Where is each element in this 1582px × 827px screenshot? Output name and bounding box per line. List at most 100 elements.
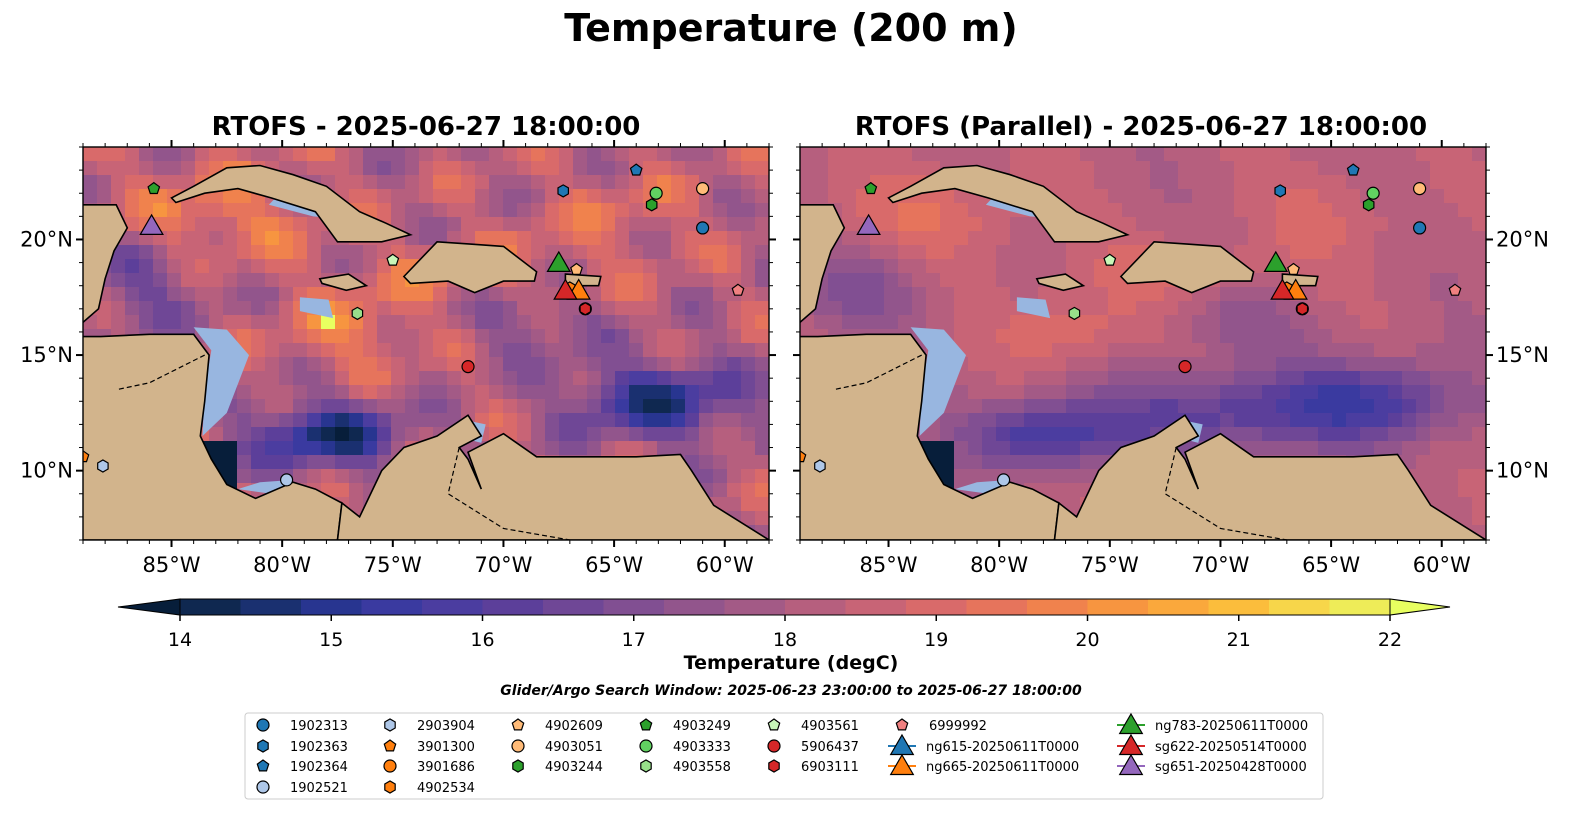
observation-marker-4903333[interactable] — [649, 186, 663, 200]
observation-marker-1902363[interactable] — [557, 184, 570, 198]
map-plot-area — [77, 147, 769, 540]
legend-marker-4902609[interactable] — [511, 718, 525, 731]
observation-marker-4903051[interactable] — [696, 182, 710, 196]
observation-marker-3901300[interactable] — [794, 450, 807, 463]
figure-title: Temperature (200 m) — [564, 6, 1018, 50]
observation-marker-4902609[interactable] — [570, 262, 583, 275]
legend-marker-4903333[interactable] — [639, 739, 653, 753]
observation-marker-2903904[interactable] — [814, 459, 826, 473]
legend-label: 4902534 — [417, 781, 475, 796]
lon-tick-label: 85°W — [860, 553, 918, 577]
legend-label: sg622-20250514T0000 — [1155, 740, 1307, 755]
continental-shelf — [954, 479, 1011, 494]
legend-label: 4902609 — [545, 719, 603, 734]
land-mass — [336, 414, 769, 540]
observation-marker-1902364[interactable] — [629, 163, 643, 176]
observation-marker-4903561[interactable] — [1103, 253, 1117, 266]
colorbar-segment — [301, 599, 362, 615]
continental-shelf — [1016, 297, 1051, 319]
colorbar: 14 15 16 17 18 19 20 21 22 — [117, 598, 1451, 651]
legend-marker-1902313[interactable] — [256, 718, 270, 732]
colorbar-segment — [543, 599, 604, 615]
legend-marker-4903244[interactable] — [512, 759, 524, 773]
colorbar-tick-label: 14 — [168, 629, 192, 651]
legend-marker-1902521[interactable] — [256, 780, 270, 794]
observation-marker-4903561[interactable] — [386, 253, 400, 266]
lon-tick-label: 65°W — [585, 553, 643, 577]
colorbar-segment — [1329, 599, 1391, 615]
legend-marker-3901300[interactable] — [383, 739, 397, 752]
legend-frame — [244, 712, 1324, 800]
legend-marker-4903558[interactable] — [640, 759, 652, 773]
observation-marker-6999992[interactable] — [731, 283, 745, 296]
legend-marker-2903904[interactable] — [384, 718, 396, 732]
observation-marker-4903249[interactable] — [147, 181, 161, 195]
observation-marker-1902313[interactable] — [696, 221, 710, 235]
land-mass — [1119, 240, 1255, 294]
legend-marker-5906437[interactable] — [767, 739, 781, 753]
colorbar-segment — [603, 599, 665, 615]
observation-marker-6903111[interactable] — [1296, 302, 1309, 316]
observation-marker-4902609[interactable] — [1287, 262, 1300, 275]
legend-marker-ng665-20250611T0000[interactable] — [889, 753, 915, 776]
observation-marker-6999992[interactable] — [1448, 283, 1462, 296]
legend-label: 5906437 — [801, 740, 859, 755]
legend-marker-6999992[interactable] — [895, 718, 909, 731]
observation-marker-1902521[interactable] — [279, 473, 294, 487]
lon-tick-label: 85°W — [143, 553, 201, 577]
legend-label: 4903561 — [801, 719, 859, 734]
observation-marker-sg622-20250514T0000[interactable] — [553, 278, 578, 300]
observation-marker-5906437[interactable] — [461, 360, 475, 374]
observation-marker-3901300[interactable] — [77, 450, 90, 463]
legend-marker-ng783-20250611T0000[interactable] — [1118, 712, 1144, 735]
colorbar-segment — [240, 599, 302, 615]
legend-marker-4903051[interactable] — [511, 739, 525, 753]
lon-tick-label: 60°W — [696, 553, 754, 577]
lon-tick-label: 70°W — [1191, 553, 1249, 577]
observation-marker-6903111[interactable] — [579, 302, 592, 316]
lon-tick-label: 70°W — [474, 553, 532, 577]
observation-marker-sg651-20250428T0000[interactable] — [139, 213, 164, 235]
observation-marker-4903333[interactable] — [1366, 186, 1380, 200]
lat-tick-label: 20°N — [1496, 227, 1549, 251]
continental-shelf — [193, 327, 249, 436]
observation-marker-1902521[interactable] — [996, 473, 1011, 487]
observation-marker-1902363[interactable] — [1274, 184, 1287, 198]
map-panel-rtofs-parallel[interactable]: 85°W 80°W 75°W 70°W 65°W 60°W 10°N 15°N 20°N — [789, 140, 1549, 577]
legend-marker-4903561[interactable] — [767, 718, 781, 731]
legend-marker-1902364[interactable] — [256, 759, 270, 772]
legend-marker-1902363[interactable] — [257, 739, 269, 753]
observation-marker-2903904[interactable] — [97, 459, 109, 473]
legend-marker-sg651-20250428T0000[interactable] — [1118, 753, 1144, 776]
lon-tick-label: 65°W — [1302, 553, 1360, 577]
observation-marker-ng783-20250611T0000[interactable] — [546, 250, 572, 272]
observation-marker-4903249[interactable] — [864, 181, 878, 195]
panel-title-rtofs: RTOFS - 2025-06-27 18:00:00 — [211, 112, 641, 142]
land-mass — [170, 164, 413, 243]
legend-marker-4903249[interactable] — [639, 718, 653, 731]
legend-marker-4902534[interactable] — [384, 780, 396, 794]
legend-marker-6903111[interactable] — [768, 759, 780, 773]
observation-marker-4903244[interactable] — [1362, 198, 1375, 212]
land-mass — [83, 204, 129, 324]
observation-marker-5906437[interactable] — [1178, 360, 1192, 374]
observation-marker-1902364[interactable] — [1346, 163, 1360, 176]
observation-marker-sg651-20250428T0000[interactable] — [856, 213, 881, 235]
legend-marker-3901686[interactable] — [383, 759, 397, 773]
observation-marker-4903051[interactable] — [1413, 182, 1427, 196]
country-border — [447, 447, 570, 540]
legend-label: 3901300 — [417, 740, 475, 755]
observation-marker-4903558[interactable] — [1068, 306, 1081, 321]
observation-marker-sg622-20250514T0000[interactable] — [1270, 278, 1295, 300]
legend-label: 1902521 — [290, 781, 348, 796]
colorbar-segment — [361, 599, 423, 615]
map-panel-rtofs[interactable]: 85°W 80°W 75°W 70°W 65°W 60°W 10°N 15°N 20°N — [20, 140, 776, 577]
colorbar-extend-low — [117, 598, 181, 616]
observation-marker-1902313[interactable] — [1413, 221, 1427, 235]
legend-label: 1902364 — [290, 760, 348, 775]
colorbar-segment — [724, 599, 786, 615]
observation-marker-4903244[interactable] — [645, 198, 658, 212]
map-frame — [82, 146, 770, 541]
observation-marker-ng783-20250611T0000[interactable] — [1263, 250, 1289, 272]
observation-marker-4903558[interactable] — [351, 306, 364, 321]
